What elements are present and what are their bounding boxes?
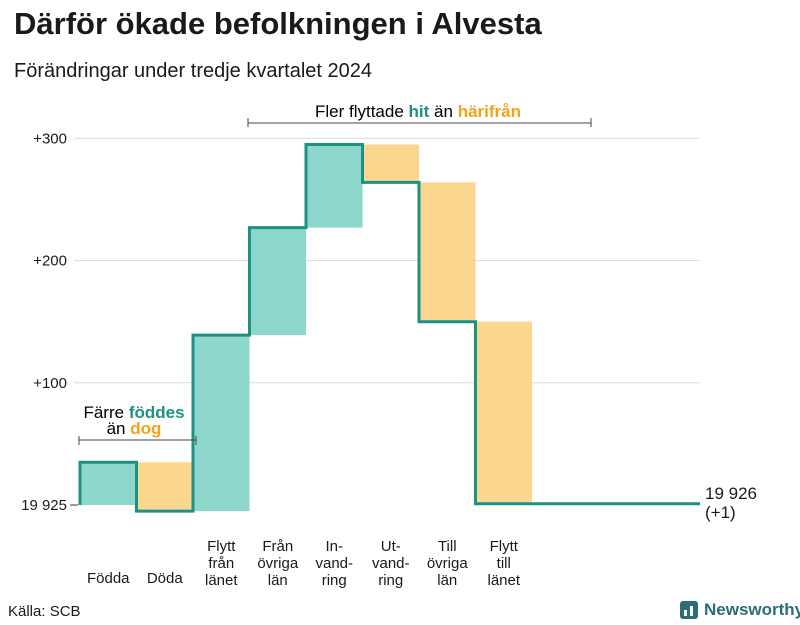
end-label: 19 926 (+1) (705, 484, 757, 522)
annotation-text: än (434, 102, 453, 121)
newsworthy-logo-icon (680, 601, 698, 619)
brand-name: Newsworthy (704, 600, 800, 619)
source-note: Källa: SCB (8, 603, 81, 620)
annotation-text: än (107, 419, 126, 438)
chart-subtitle: Förändringar under tredje kvartalet 2024 (14, 60, 372, 82)
birth-annotation: Färre föddes än dog (78, 403, 197, 445)
bar-decrease (475, 321, 532, 504)
y-tick-label: +100 (33, 375, 67, 392)
annotation-highlight-teal: hit (409, 102, 430, 121)
bar-decrease (136, 462, 193, 512)
bar-increase (306, 144, 363, 228)
y-tick-label: 19 925 (21, 497, 67, 514)
annotation-bracket (247, 118, 592, 127)
category-label: In-vand-ring (315, 538, 353, 589)
chart-title: Därför ökade befolkningen i Alvesta (14, 6, 542, 41)
end-value-label: 19 926 (705, 484, 757, 503)
category-label: Från övriga län (257, 538, 299, 589)
cumulative-line (78, 143, 700, 513)
bar-decrease (362, 144, 419, 183)
annotation-bracket (78, 436, 197, 445)
bar-decrease (419, 182, 476, 322)
svg-text:än dog: än dog (107, 419, 162, 438)
svg-text:Fler flyttade hit än härifrån: Fler flyttade hit än härifrån (315, 102, 521, 121)
annotation-highlight-teal: föddes (129, 403, 185, 422)
svg-text:Färre föddes: Färre föddes (83, 403, 184, 422)
bar-increase (80, 462, 137, 505)
category-label: Till övriga län (427, 538, 469, 589)
y-tick-label: +300 (33, 130, 67, 147)
annotation-highlight-orange: härifrån (458, 102, 521, 121)
bar-increase (249, 227, 306, 336)
migration-annotation: Fler flyttade hit än härifrån (247, 102, 592, 127)
annotation-text: Fler flyttade (315, 102, 404, 121)
category-label: Födda (87, 570, 130, 587)
category-label: Ut-vand-ring (372, 538, 410, 589)
bar-increase (193, 335, 250, 512)
category-label: Döda (147, 570, 184, 587)
brand-logo: Newsworthy (680, 600, 800, 620)
annotation-text: Färre (83, 403, 124, 422)
end-change-label: (+1) (705, 503, 736, 522)
annotation-highlight-orange: dog (130, 419, 161, 438)
category-label: Flytt från länet (205, 538, 238, 589)
category-label: Flytt till länet (487, 538, 520, 589)
y-tick-label: +200 (33, 253, 67, 270)
